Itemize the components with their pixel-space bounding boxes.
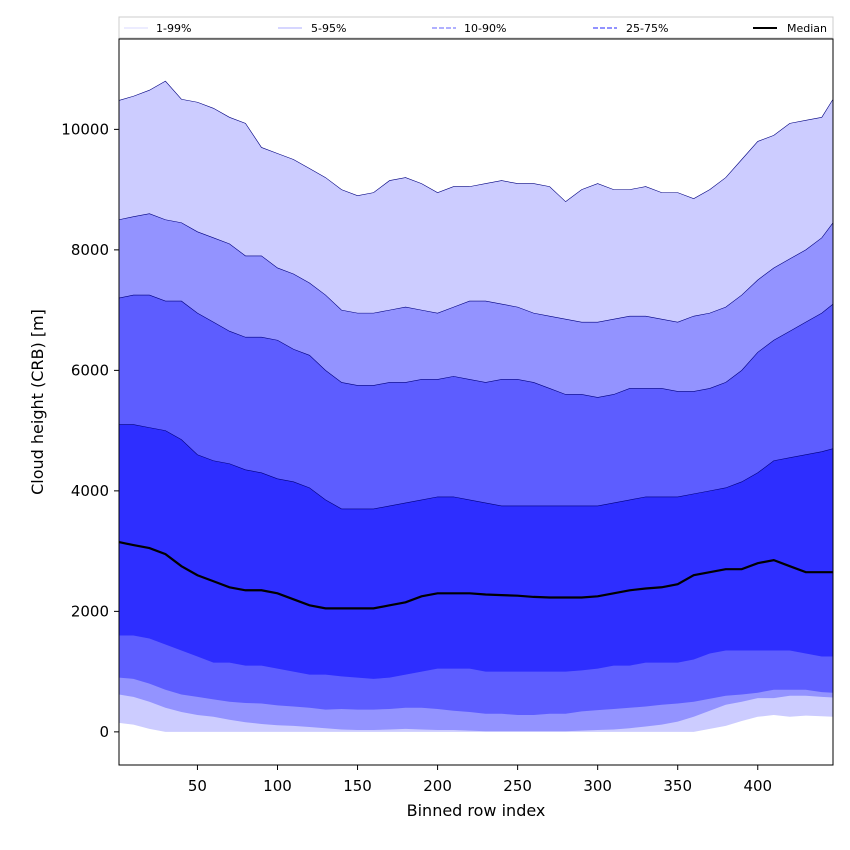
x-tick-label: 150 xyxy=(343,777,372,795)
legend-label: 5-95% xyxy=(311,22,346,35)
legend-label: 25-75% xyxy=(626,22,668,35)
x-tick-label: 300 xyxy=(583,777,612,795)
y-tick-label: 10000 xyxy=(61,120,109,138)
x-axis: 50 100 150 200 250 300 350 400 xyxy=(188,765,772,795)
y-tick-label: 0 xyxy=(99,723,109,741)
x-tick-label: 200 xyxy=(423,777,452,795)
x-tick-label: 100 xyxy=(263,777,292,795)
legend-items: 1-99% 5-95% 10-90% 25-75% Median xyxy=(124,22,827,35)
x-tick-label: 350 xyxy=(663,777,692,795)
legend-label: Median xyxy=(787,22,827,35)
y-tick-label: 6000 xyxy=(71,361,109,379)
y-axis-title: Cloud height (CRB) [m] xyxy=(28,309,47,495)
y-tick-label: 2000 xyxy=(71,602,109,620)
median-line xyxy=(118,541,833,610)
legend-frame xyxy=(118,16,834,39)
median-layer xyxy=(118,541,833,610)
x-tick-label: 250 xyxy=(503,777,532,795)
y-axis: 0 2000 4000 6000 8000 10000 xyxy=(61,120,119,741)
plot-frame xyxy=(118,38,834,766)
legend: 1-99% 5-95% 10-90% 25-75% Median xyxy=(118,16,834,39)
band-upper-edge-1 xyxy=(118,80,834,203)
x-axis-title: Binned row index xyxy=(407,801,546,820)
y-tick-label: 4000 xyxy=(71,482,109,500)
band-area-4 xyxy=(119,424,833,679)
legend-label: 10-90% xyxy=(464,22,506,35)
band-upper-edge-2 xyxy=(118,213,834,323)
legend-label: 1-99% xyxy=(156,22,191,35)
band-upper-edge-4 xyxy=(119,424,834,510)
x-tick-label: 50 xyxy=(188,777,207,795)
x-tick-label: 400 xyxy=(743,777,772,795)
y-tick-label: 8000 xyxy=(71,241,109,259)
bands-layer xyxy=(118,80,834,732)
band-upper-edge-3 xyxy=(118,294,834,398)
